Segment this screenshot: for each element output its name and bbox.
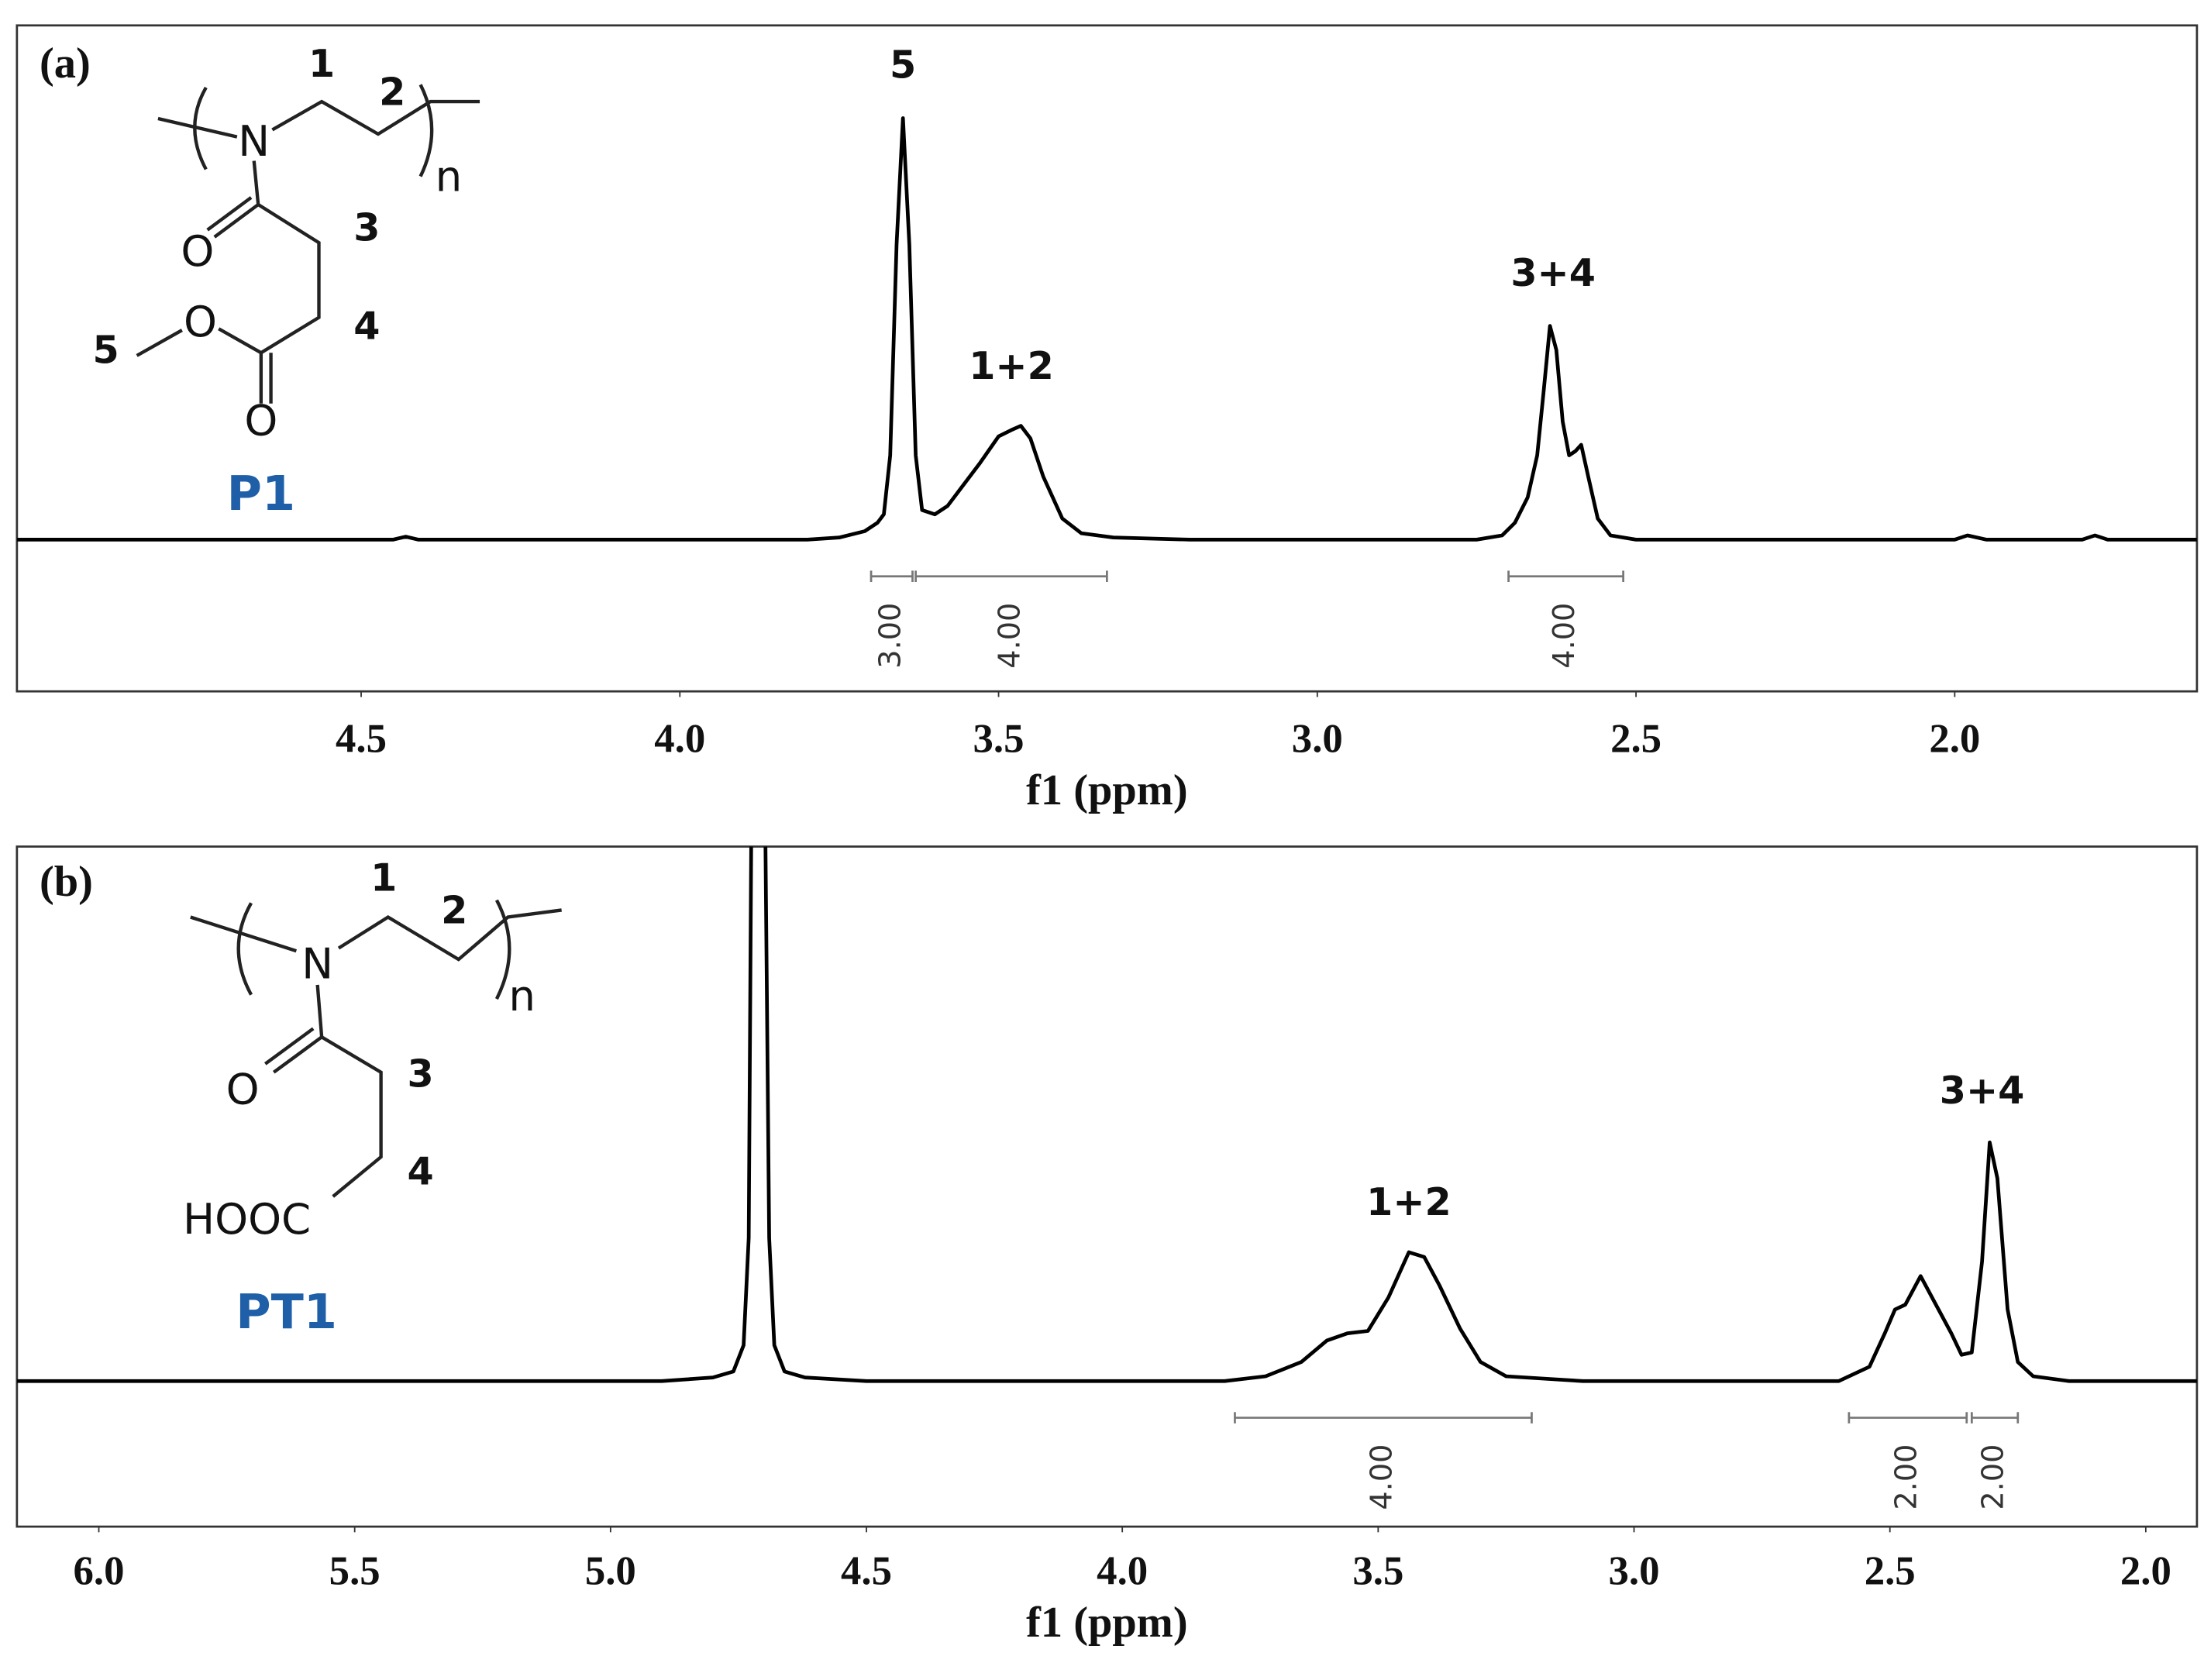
- x-tick-label: 4.0: [654, 716, 705, 761]
- integral-label: 4.00: [1365, 1444, 1399, 1510]
- atom-label: O: [244, 395, 277, 445]
- spectrum-line: [16, 846, 2197, 1383]
- peak-label: 3+4: [1940, 1068, 2025, 1113]
- panel-label: (a): [40, 40, 91, 88]
- position-label: 1: [308, 41, 335, 86]
- atom-label: HOOC: [183, 1194, 311, 1244]
- x-tick-label: 5.5: [329, 1549, 381, 1594]
- position-label: 2: [441, 888, 467, 933]
- x-axis-title: f1 (ppm): [1026, 1599, 1188, 1647]
- bracket: [193, 84, 434, 177]
- structure-b-bonds: [190, 899, 562, 1198]
- bond: [264, 984, 383, 1198]
- integral-label: 2.00: [1889, 1444, 1923, 1510]
- x-tick-label: 5.0: [585, 1549, 636, 1594]
- peak-label: 1+2: [1366, 1179, 1452, 1224]
- x-tick-label: 3.5: [1352, 1549, 1403, 1594]
- plot-frame: [15, 845, 2199, 1528]
- peak-label: 5: [890, 43, 916, 88]
- peak-label: 1+2: [969, 343, 1054, 388]
- integral-label: 3.00: [873, 603, 907, 669]
- panel: (a) 4.5 4.0 3.5 3.0 2.5 2.0 f1 (ppm) 5 1+2 3+4 3.00…: [15, 24, 2199, 814]
- atom-label: O: [181, 226, 214, 276]
- position-label: 3: [353, 205, 380, 250]
- x-tick-label: 2.5: [1865, 1549, 1916, 1594]
- x-tick-label: 6.0: [74, 1549, 125, 1594]
- atom-label: N: [301, 938, 333, 988]
- integral-label: 4.00: [993, 603, 1027, 669]
- panel: (b) 6.0 5.5 5.0 4.5 4.0 3.5 3.0 2.5 2.0 f1 (ppm) 1+…: [15, 845, 2199, 1647]
- position-label: 2: [379, 70, 405, 115]
- atom-label: O: [184, 297, 217, 346]
- plot-frame: [15, 24, 2199, 693]
- integral-label: 2.00: [1977, 1444, 2011, 1510]
- position-label: n: [508, 971, 536, 1021]
- x-tick-label: 2.0: [2120, 1549, 2171, 1594]
- position-label: n: [436, 151, 463, 201]
- spectrum-line: [16, 116, 2197, 542]
- peak-label: 3+4: [1510, 250, 1596, 295]
- panel-label: (b): [40, 858, 93, 906]
- x-tick-label: 3.0: [1609, 1549, 1660, 1594]
- bracket: [236, 899, 511, 1000]
- position-label: 4: [353, 304, 380, 349]
- position-label: 3: [407, 1052, 433, 1096]
- position-label: 1: [370, 855, 397, 900]
- x-tick-label: 4.5: [841, 1549, 892, 1594]
- atom-label: N: [238, 116, 270, 166]
- compound-label: P1: [227, 466, 295, 522]
- structure-a-bonds: [136, 84, 480, 404]
- bond: [190, 908, 562, 962]
- x-axis-title: f1 (ppm): [1026, 766, 1188, 814]
- x-tick-label: 3.0: [1292, 716, 1343, 761]
- x-tick-label: 4.5: [336, 716, 387, 761]
- integral-label: 4.00: [1548, 603, 1582, 669]
- position-label: 5: [92, 328, 119, 373]
- x-tick-label: 2.0: [1929, 716, 1980, 761]
- position-label: 4: [407, 1148, 433, 1193]
- bond: [157, 99, 480, 139]
- atom-label: O: [226, 1064, 260, 1114]
- x-tick-label: 2.5: [1610, 716, 1662, 761]
- compound-label: PT1: [236, 1284, 337, 1340]
- bond: [136, 160, 321, 404]
- x-tick-label: 4.0: [1097, 1549, 1148, 1594]
- x-tick-label: 3.5: [973, 716, 1025, 761]
